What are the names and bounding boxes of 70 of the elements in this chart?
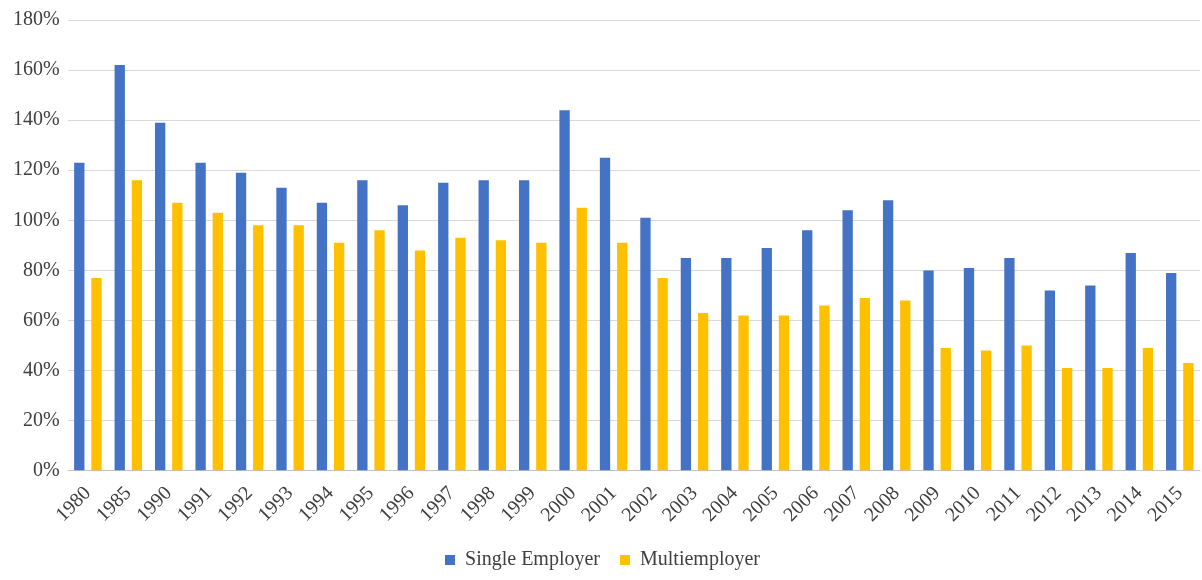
bar [495,240,507,471]
bar [576,207,587,471]
bar [397,205,408,471]
bar [1183,363,1194,471]
x-tick-label: 2011 [981,481,1025,525]
y-tick-label: 180% [12,7,60,30]
bar [859,297,870,471]
bar [923,270,934,471]
bar [738,315,749,471]
bar [778,315,790,471]
bar [657,277,668,471]
bar [1004,257,1015,471]
bar [819,305,830,471]
bar [761,247,772,471]
bar [640,217,651,471]
bar [333,242,345,471]
bar [802,230,813,471]
bar [599,157,611,471]
bar [1061,368,1073,471]
bar [721,257,732,471]
bar [900,300,911,471]
bar [1125,252,1136,471]
bar [131,180,143,471]
bar [253,225,264,471]
bar [155,122,166,471]
y-tick-label: 40% [22,357,60,380]
bar [455,237,466,471]
bar [940,348,951,471]
bar [617,242,628,471]
x-tick-label: 1980 [50,481,95,526]
bar [374,230,385,471]
y-tick-label: 0% [32,458,60,480]
bar [212,212,223,471]
bar [316,202,328,471]
bar [276,187,287,471]
bar [1085,285,1096,471]
y-tick-label: 80% [22,257,60,280]
bar [293,225,304,471]
bar [74,162,85,471]
bar [414,250,426,471]
legend-label: Multiemployer [640,547,761,571]
bar [518,180,530,471]
bar [1044,290,1056,471]
bar [559,110,570,471]
bar [536,242,547,471]
bar [478,180,489,471]
y-tick-label: 100% [12,207,60,230]
y-tick-label: 120% [12,157,60,180]
y-tick-label: 20% [22,407,60,430]
bar [438,182,449,471]
bar [114,65,125,471]
bar [963,267,975,471]
bar [172,202,183,471]
bar [882,200,894,471]
bar [842,210,853,471]
y-tick-label: 140% [12,107,60,130]
bar [1021,345,1032,471]
bar [195,162,206,471]
bar [981,350,992,471]
bar [680,257,692,471]
bar [697,312,709,471]
bar [1142,348,1154,471]
bar [235,172,247,471]
bar [1166,272,1177,471]
y-tick-label: 160% [12,57,60,80]
bar [91,277,102,471]
legend-label: Single Employer [465,547,601,571]
y-tick-label: 60% [22,307,60,330]
bar [1102,368,1113,471]
bar [357,180,368,471]
